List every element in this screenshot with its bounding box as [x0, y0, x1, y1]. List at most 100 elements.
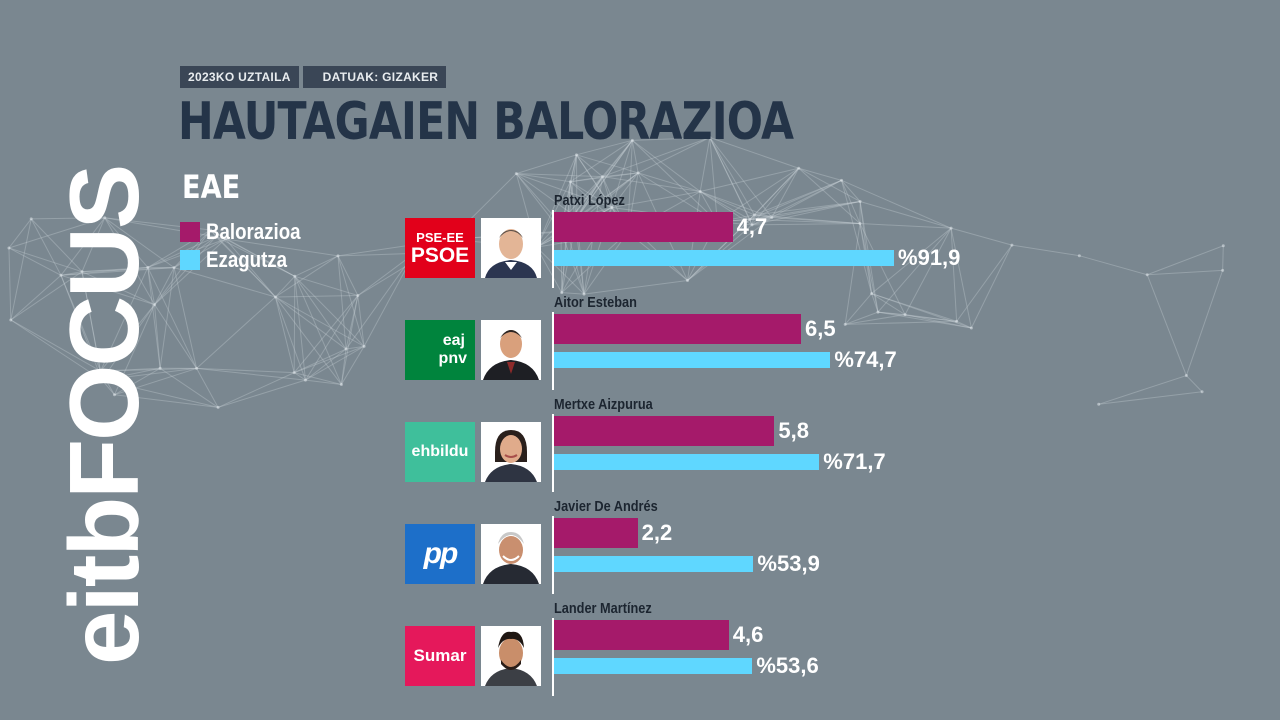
network-node	[560, 291, 564, 295]
network-line	[859, 223, 952, 229]
candidate-name: Aitor Esteban	[554, 294, 637, 311]
network-line	[294, 372, 342, 385]
balorazioa-bar	[554, 416, 775, 446]
network-line	[147, 267, 198, 369]
network-line	[602, 137, 710, 178]
network-node	[708, 136, 712, 140]
network-line	[82, 266, 148, 273]
network-node	[1097, 402, 1101, 406]
row-divider	[552, 414, 554, 492]
network-line	[275, 255, 339, 298]
network-node	[153, 303, 157, 307]
network-line	[114, 367, 161, 396]
ezagutza-label: %53,6	[756, 653, 819, 678]
network-line	[154, 238, 226, 305]
network-line	[8, 218, 32, 249]
network-line	[100, 367, 161, 372]
network-line	[956, 320, 972, 329]
network-line	[576, 154, 603, 177]
network-line	[754, 200, 861, 216]
network-line	[845, 311, 879, 325]
ezagutza-bar	[554, 454, 820, 470]
network-line	[345, 295, 359, 350]
network-line	[570, 181, 613, 208]
network-line	[159, 267, 175, 369]
network-node	[858, 222, 862, 226]
network-line	[749, 218, 861, 225]
network-node	[339, 382, 343, 386]
network-line	[602, 140, 633, 177]
network-line	[100, 367, 197, 372]
network-line	[1222, 245, 1224, 271]
network-line	[101, 379, 115, 396]
network-node	[685, 279, 689, 283]
balorazioa-bar	[554, 518, 638, 548]
network-node	[112, 393, 116, 397]
network-line	[215, 236, 296, 277]
network-line	[611, 140, 633, 208]
network-node	[216, 405, 220, 409]
network-line	[196, 367, 295, 374]
network-line	[841, 180, 873, 294]
balorazioa-label: 5,8	[778, 418, 809, 443]
network-line	[101, 367, 161, 381]
network-line	[751, 217, 772, 226]
network-node	[303, 378, 307, 382]
network-node	[1200, 390, 1204, 394]
network-line	[225, 238, 296, 277]
network-line	[950, 227, 1013, 246]
network-line	[340, 346, 365, 385]
network-line	[8, 247, 12, 321]
network-line	[275, 296, 342, 385]
network-line	[859, 201, 873, 294]
network-line	[275, 296, 347, 350]
network-line	[1147, 269, 1223, 276]
network-line	[1011, 244, 1080, 257]
network-node	[514, 172, 518, 176]
network-line	[294, 276, 306, 381]
network-line	[104, 217, 149, 268]
network-line	[114, 394, 219, 408]
candidate-name: Mertxe Aizpurua	[554, 396, 653, 413]
network-node	[797, 166, 801, 170]
date-tag: 2023KO UZTAILA	[180, 66, 299, 88]
network-node	[610, 206, 614, 210]
candidate-name: Lander Martínez	[554, 600, 652, 617]
network-line	[749, 167, 800, 220]
network-line	[294, 276, 342, 385]
network-line	[104, 217, 175, 269]
network-line	[8, 247, 62, 276]
network-line	[561, 292, 585, 295]
network-node	[336, 254, 340, 258]
network-line	[904, 314, 972, 329]
network-line	[81, 271, 103, 381]
network-node	[172, 266, 176, 270]
network-line	[700, 191, 772, 218]
ezagutza-bar	[554, 556, 754, 572]
network-line	[576, 176, 603, 218]
network-line	[294, 345, 365, 374]
network-line	[337, 255, 365, 347]
network-line	[294, 255, 339, 277]
ezagutza-bar	[554, 250, 895, 266]
network-line	[100, 370, 115, 396]
candidate-name: Patxi López	[554, 192, 625, 209]
network-line	[859, 223, 906, 315]
network-line	[771, 179, 842, 218]
network-line	[1079, 255, 1148, 276]
network-line	[877, 311, 906, 316]
network-line	[877, 227, 952, 313]
network-line	[632, 137, 710, 141]
network-line	[159, 367, 219, 408]
network-line	[749, 216, 772, 220]
legend-item-ezagutza: Ezagutza	[180, 246, 317, 274]
network-line	[602, 176, 701, 193]
network-line	[173, 267, 276, 298]
network-line	[637, 137, 711, 174]
network-node	[292, 371, 296, 375]
network-line	[950, 228, 972, 329]
network-line	[100, 371, 103, 381]
network-node	[195, 366, 199, 370]
network-line	[293, 295, 359, 373]
network-line	[687, 219, 751, 281]
